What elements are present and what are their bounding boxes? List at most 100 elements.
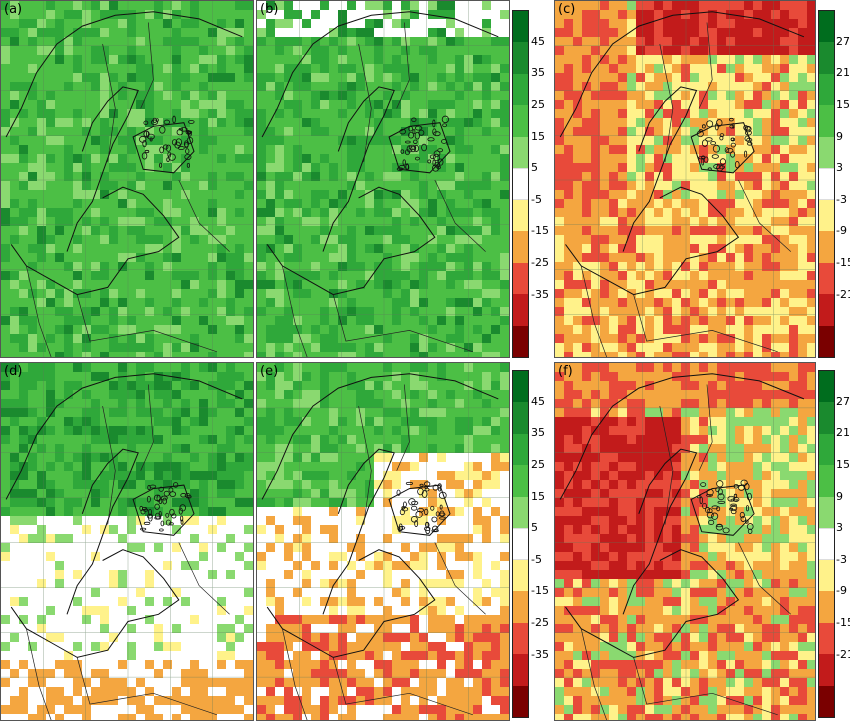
panel-label: (d) bbox=[4, 364, 23, 379]
colorbar-tick-label: 5 bbox=[531, 161, 538, 175]
colorbar-segment bbox=[819, 231, 834, 263]
colorbar-tick-label: -5 bbox=[531, 192, 542, 206]
colorbar-tick-label: 15 bbox=[836, 457, 850, 471]
map-panel-a: (a) bbox=[0, 0, 254, 358]
field-cells bbox=[555, 363, 815, 720]
colorbar-tick-label: -15 bbox=[836, 256, 850, 270]
colorbar-segment bbox=[819, 402, 834, 434]
colorbar-segment bbox=[513, 294, 528, 326]
map-c bbox=[555, 1, 815, 357]
colorbar-tick-label: -35 bbox=[531, 647, 549, 661]
colorbar-segment bbox=[513, 73, 528, 106]
colorbar-tick-label: -3 bbox=[836, 552, 847, 566]
colorbar-segment bbox=[513, 559, 528, 592]
colorbar-segment bbox=[819, 325, 834, 357]
map-e bbox=[257, 363, 509, 720]
colorbar-segment bbox=[819, 591, 834, 623]
colorbar-tick-label: 9 bbox=[836, 489, 843, 503]
colorbar-segment bbox=[819, 685, 834, 717]
colorbar-tick-label: -25 bbox=[531, 256, 549, 270]
country-borders bbox=[580, 22, 792, 357]
country-borders bbox=[26, 22, 230, 357]
field-cells bbox=[257, 363, 509, 720]
map-grid bbox=[257, 363, 509, 720]
coastline bbox=[261, 373, 499, 658]
colorbar-segment bbox=[819, 371, 834, 403]
colorbar-tick-label: -9 bbox=[836, 584, 847, 598]
colorbar-tick-label: 21 bbox=[836, 66, 850, 80]
field-cells bbox=[1, 363, 253, 720]
colorbar-tick-label: 15 bbox=[836, 97, 850, 111]
map-panel-b: (b) bbox=[256, 0, 510, 358]
lakes bbox=[139, 115, 195, 168]
map-panel-d: (d) bbox=[0, 362, 254, 721]
field-cells bbox=[1, 1, 253, 357]
colorbar-segment bbox=[513, 262, 528, 295]
colorbar-tick-label: 3 bbox=[836, 521, 843, 535]
colorbar-tick-label: 45 bbox=[531, 394, 545, 408]
map-d bbox=[1, 363, 253, 720]
colorbar-tick-label: 9 bbox=[836, 129, 843, 143]
colorbar-segment bbox=[513, 371, 528, 403]
colorbar-segment bbox=[819, 654, 834, 686]
colorbar-tick-label: -15 bbox=[531, 584, 549, 598]
field-cells bbox=[555, 1, 815, 357]
panel-label: (b) bbox=[260, 2, 279, 17]
colorbar-tick-label: -5 bbox=[531, 552, 542, 566]
colorbar-segment bbox=[819, 496, 834, 529]
colorbar-segment bbox=[513, 199, 528, 232]
panel-label: (a) bbox=[4, 2, 23, 17]
colorbar-segment bbox=[819, 105, 834, 137]
colorbar-segment bbox=[513, 528, 528, 560]
colorbar-tick-label: 27 bbox=[836, 34, 850, 48]
lakes bbox=[696, 479, 754, 534]
colorbar-segment bbox=[513, 136, 528, 169]
colorbar-segment bbox=[819, 73, 834, 106]
colorbar-segment bbox=[513, 496, 528, 529]
country-borders bbox=[282, 22, 486, 357]
map-a bbox=[1, 1, 253, 357]
colorbar-segment bbox=[513, 685, 528, 717]
colorbar-segment bbox=[819, 11, 834, 43]
colorbar-segment bbox=[819, 262, 834, 295]
lakes bbox=[696, 117, 753, 172]
colorbar-tick-label: 35 bbox=[531, 66, 545, 80]
colorbar-segment bbox=[819, 433, 834, 466]
colorbar-segment bbox=[513, 465, 528, 497]
colorbar-tick-label: -15 bbox=[836, 616, 850, 630]
colorbar-segment bbox=[513, 11, 528, 43]
colorbar-segment bbox=[819, 528, 834, 560]
colorbar-right-bottom bbox=[818, 370, 835, 718]
map-grid bbox=[555, 1, 815, 357]
colorbar-segment bbox=[819, 42, 834, 74]
map-panel-c: (c) bbox=[554, 0, 816, 358]
colorbar-segment bbox=[819, 199, 834, 232]
colorbar-segment bbox=[819, 622, 834, 655]
colorbar-segment bbox=[513, 402, 528, 434]
colorbar-tick-label: -21 bbox=[836, 647, 850, 661]
country-borders bbox=[282, 384, 486, 720]
colorbar-segment bbox=[513, 325, 528, 357]
panel-label: (f) bbox=[558, 364, 573, 379]
colorbar-tick-label: 25 bbox=[531, 97, 545, 111]
map-b bbox=[257, 1, 509, 357]
colorbar-tick-label: 27 bbox=[836, 394, 850, 408]
colorbar-tick-label: 15 bbox=[531, 129, 545, 143]
colorbar-tick-label: 5 bbox=[531, 521, 538, 535]
colorbar-tick-label: -15 bbox=[531, 224, 549, 238]
colorbar-segment bbox=[513, 654, 528, 686]
colorbar-tick-label: 25 bbox=[531, 457, 545, 471]
coastline bbox=[559, 373, 805, 658]
colorbar-tick-label: -9 bbox=[836, 224, 847, 238]
colorbar-segment bbox=[513, 622, 528, 655]
field-cells bbox=[257, 1, 509, 357]
colorbar-segment bbox=[819, 465, 834, 497]
colorbar-segment bbox=[819, 559, 834, 592]
colorbar-tick-label: 15 bbox=[531, 489, 545, 503]
lakes bbox=[396, 115, 449, 172]
map-grid bbox=[1, 1, 253, 357]
map-grid bbox=[257, 1, 509, 357]
colorbar-segment bbox=[819, 294, 834, 326]
colorbar-segment bbox=[513, 231, 528, 263]
colorbar-segment bbox=[513, 168, 528, 200]
